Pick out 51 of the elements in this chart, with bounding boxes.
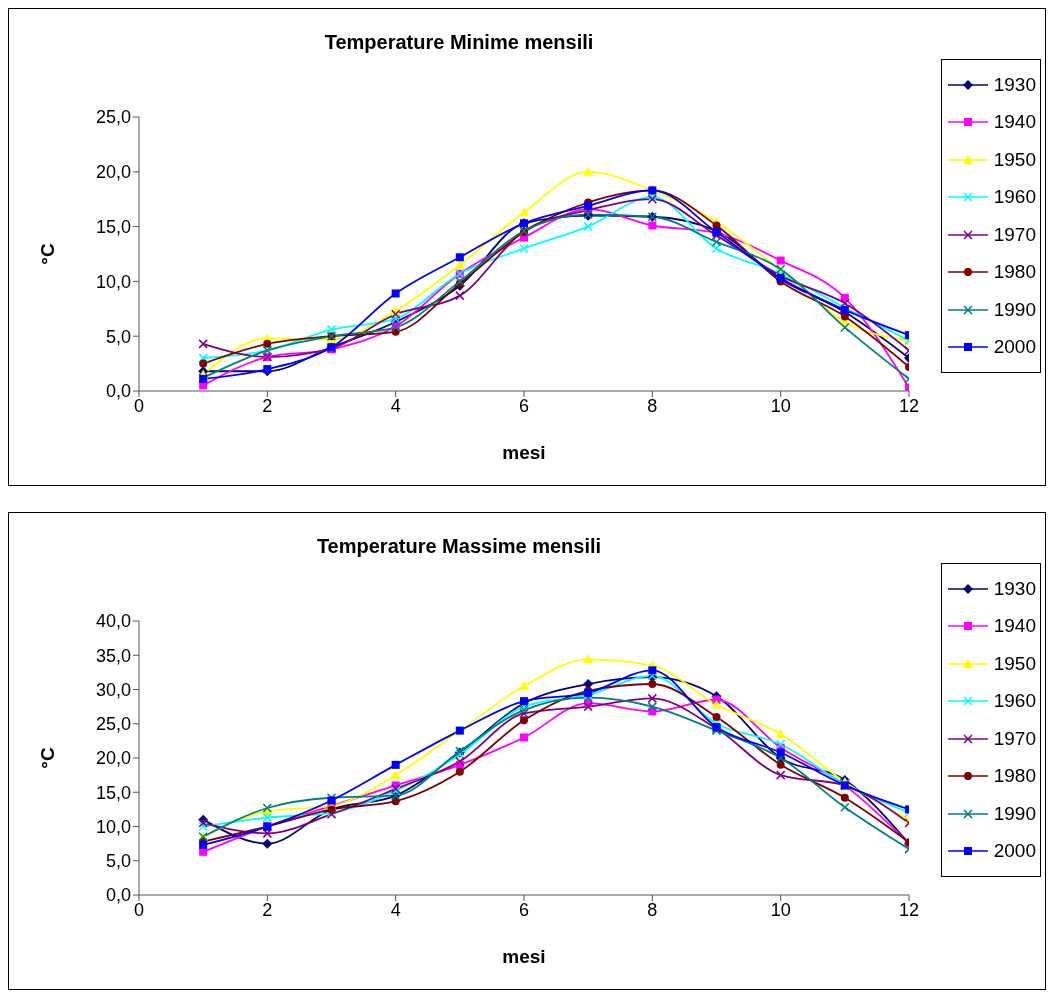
legend-label: 1970 (993, 223, 1036, 246)
chart-title: Temperature Minime mensili (323, 31, 595, 54)
y-tick-label: 10,0 (95, 816, 131, 837)
y-tick-label: 40,0 (95, 611, 131, 632)
x-tick-label: 2 (262, 899, 273, 920)
x-tick-label: 12 (898, 899, 920, 920)
x-tick-label: 8 (647, 395, 658, 416)
y-tick-label: 15,0 (95, 782, 131, 803)
y-tick-label: 0,0 (105, 885, 131, 906)
legend-label: 1930 (993, 577, 1036, 600)
legend-label: 1950 (993, 148, 1036, 171)
x-tick-label: 10 (770, 899, 791, 920)
legend-label: 1960 (993, 690, 1036, 713)
x-tick-label: 4 (390, 395, 401, 416)
x-tick-label: 12 (898, 395, 920, 416)
legend-label: 1930 (993, 73, 1036, 96)
x-tick-label: 0 (133, 899, 145, 920)
legend-label: 1950 (993, 652, 1036, 675)
y-tick-label: 10,0 (95, 271, 131, 292)
x-tick-label: 0 (133, 395, 145, 416)
y-tick-label: 25,0 (95, 107, 131, 128)
legend-label: 1980 (993, 261, 1036, 284)
y-tick-label: 5,0 (105, 851, 131, 872)
legend-label: 2000 (993, 336, 1036, 359)
y-tick-label: 20,0 (95, 748, 131, 769)
legend-label: 1960 (993, 186, 1036, 209)
legend-label: 1990 (993, 298, 1036, 321)
x-axis-title: mesi (502, 442, 546, 463)
x-tick-label: 6 (518, 395, 530, 416)
y-axis-title: °C (36, 243, 58, 265)
legend-label: 1990 (993, 802, 1036, 825)
chart-title: Temperature Massime mensili (315, 535, 603, 558)
legend-label: 1980 (993, 765, 1036, 788)
x-tick-label: 8 (647, 899, 658, 920)
y-tick-label: 5,0 (105, 326, 131, 347)
x-axis-title: mesi (502, 946, 546, 967)
legend-label: 2000 (993, 840, 1036, 863)
y-tick-label: 30,0 (95, 679, 131, 700)
y-tick-label: 20,0 (95, 162, 131, 183)
y-tick-label: 15,0 (95, 216, 131, 237)
y-tick-label: 25,0 (95, 714, 131, 735)
x-tick-label: 10 (770, 395, 791, 416)
y-axis-title: °C (36, 747, 58, 769)
y-tick-label: 0,0 (105, 381, 131, 402)
legend-label: 1940 (993, 111, 1036, 134)
legend-label: 1970 (993, 727, 1036, 750)
x-tick-label: 6 (518, 899, 530, 920)
x-tick-label: 2 (262, 395, 273, 416)
y-tick-label: 35,0 (95, 645, 131, 666)
x-tick-label: 4 (390, 899, 401, 920)
legend-label: 1940 (993, 615, 1036, 638)
